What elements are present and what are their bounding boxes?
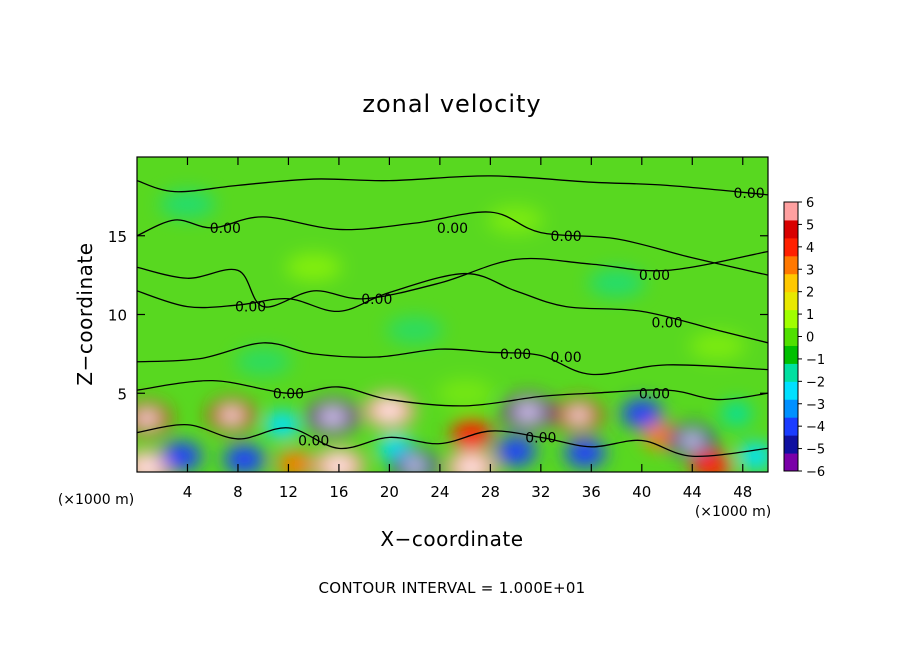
contour-label: 0.00 [235,300,266,316]
colorbar-tick-label: 2 [806,286,814,301]
anomaly-mark [223,444,265,472]
x-tick-label: 48 [733,483,752,501]
contour-label: 0.00 [500,347,531,363]
colorbar-tick-label: 4 [806,241,814,256]
contour-line [137,379,768,407]
x-tick-label: 12 [279,483,298,501]
contour-line [137,175,768,196]
contour-label: 0.00 [550,350,581,366]
colorbar-tick-label: 0 [806,331,814,346]
y-tick-label: 5 [117,385,127,403]
field-texture [689,332,746,360]
contour-label: 0.00 [298,434,329,450]
x-unit-note-right: (×1000 m) [695,504,771,520]
field-texture [159,190,216,219]
y-tick-label: 10 [108,307,127,325]
anomaly-mark [669,424,716,457]
x-tick-label: 40 [632,483,651,501]
colorbar-swatch [784,237,798,257]
contour-label: 0.00 [733,186,764,202]
colorbar-tick-label: 1 [806,308,814,323]
colorbar-swatch [784,435,798,454]
colorbar-swatch [784,202,798,221]
contour-label: 0.00 [651,315,682,331]
anomaly-mark [391,449,438,472]
colorbar-swatch [784,417,798,436]
anomaly-mark [502,394,554,430]
contour-line [137,342,768,376]
colorbar-swatch [784,327,798,346]
contour-interval-footer: CONTOUR INTERVAL = 1.000E+01 [318,579,585,597]
x-tick-label: 32 [531,483,550,501]
contour-label: 0.00 [361,292,392,308]
colorbar-tick-label: 6 [806,196,814,211]
chart-title: zonal velocity [362,90,541,118]
colorbar-swatch [784,273,798,293]
x-tick-label: 28 [481,483,500,501]
colorbar-tick-label: −4 [806,420,825,435]
contour-label: 0.00 [639,268,670,284]
x-axis-title: X−coordinate [380,527,523,551]
colorbar-swatch [784,309,798,329]
colorbar-swatch [784,399,798,418]
x-tick-label: 24 [430,483,449,501]
contour-line [137,211,768,276]
colorbar-tick-label: −1 [806,353,825,368]
field-texture [285,253,342,282]
field-texture [235,347,292,376]
contour-label: 0.00 [437,221,468,237]
contour-label: 0.00 [525,430,556,446]
x-tick-label: 20 [380,483,399,501]
y-axis-title: Z−coordinate [73,242,97,385]
contour-line [137,250,768,308]
anomaly-mark [495,436,536,467]
colorbar-tick-label: 3 [806,263,814,278]
anomaly-mark [307,399,359,435]
colorbar-tick-label: −5 [806,443,825,458]
field-texture [487,206,544,234]
colorbar-swatch [784,453,798,472]
contour-label: 0.00 [639,386,670,402]
x-unit-note-left: (×1000 m) [58,492,134,508]
field-texture [588,269,645,297]
anomaly-mark [621,399,663,429]
contour-label: 0.00 [210,221,241,237]
x-tick-label: 16 [329,483,348,501]
anomaly-mark [137,402,171,435]
colorbar-swatch [784,345,798,364]
colorbar-tick-label: −6 [806,465,825,480]
contour-label: 0.00 [273,386,304,402]
anomaly-mark [264,411,300,438]
contour-line [137,272,768,344]
anomaly-mark [721,401,752,426]
field-texture [386,316,443,345]
anomaly-mark [363,393,415,428]
colorbar-swatch [784,291,798,311]
y-tick-label: 15 [108,228,127,246]
colorbar-tick-label: −3 [806,398,825,413]
x-tick-label: 8 [233,483,243,501]
anomaly-mark [555,399,602,432]
contour-line [137,424,768,458]
anomaly-mark [276,450,313,472]
contour-label: 0.00 [550,229,581,245]
colorbar-swatch [784,363,798,382]
colorbar-swatch [784,255,798,275]
x-tick-label: 36 [582,483,601,501]
colorbar-tick-label: 5 [806,218,814,233]
anomaly-mark [160,441,202,471]
anomaly-mark [208,399,255,432]
x-tick-label: 4 [183,483,193,501]
anomaly-mark [445,449,498,472]
colorbar-swatch [784,381,798,400]
colorbar-tick-label: −2 [806,375,825,390]
x-tick-label: 44 [683,483,702,501]
colorbar-swatch [784,219,798,239]
field-texture [437,379,494,408]
anomaly-mark [564,438,606,468]
anomaly-mark [451,419,492,449]
